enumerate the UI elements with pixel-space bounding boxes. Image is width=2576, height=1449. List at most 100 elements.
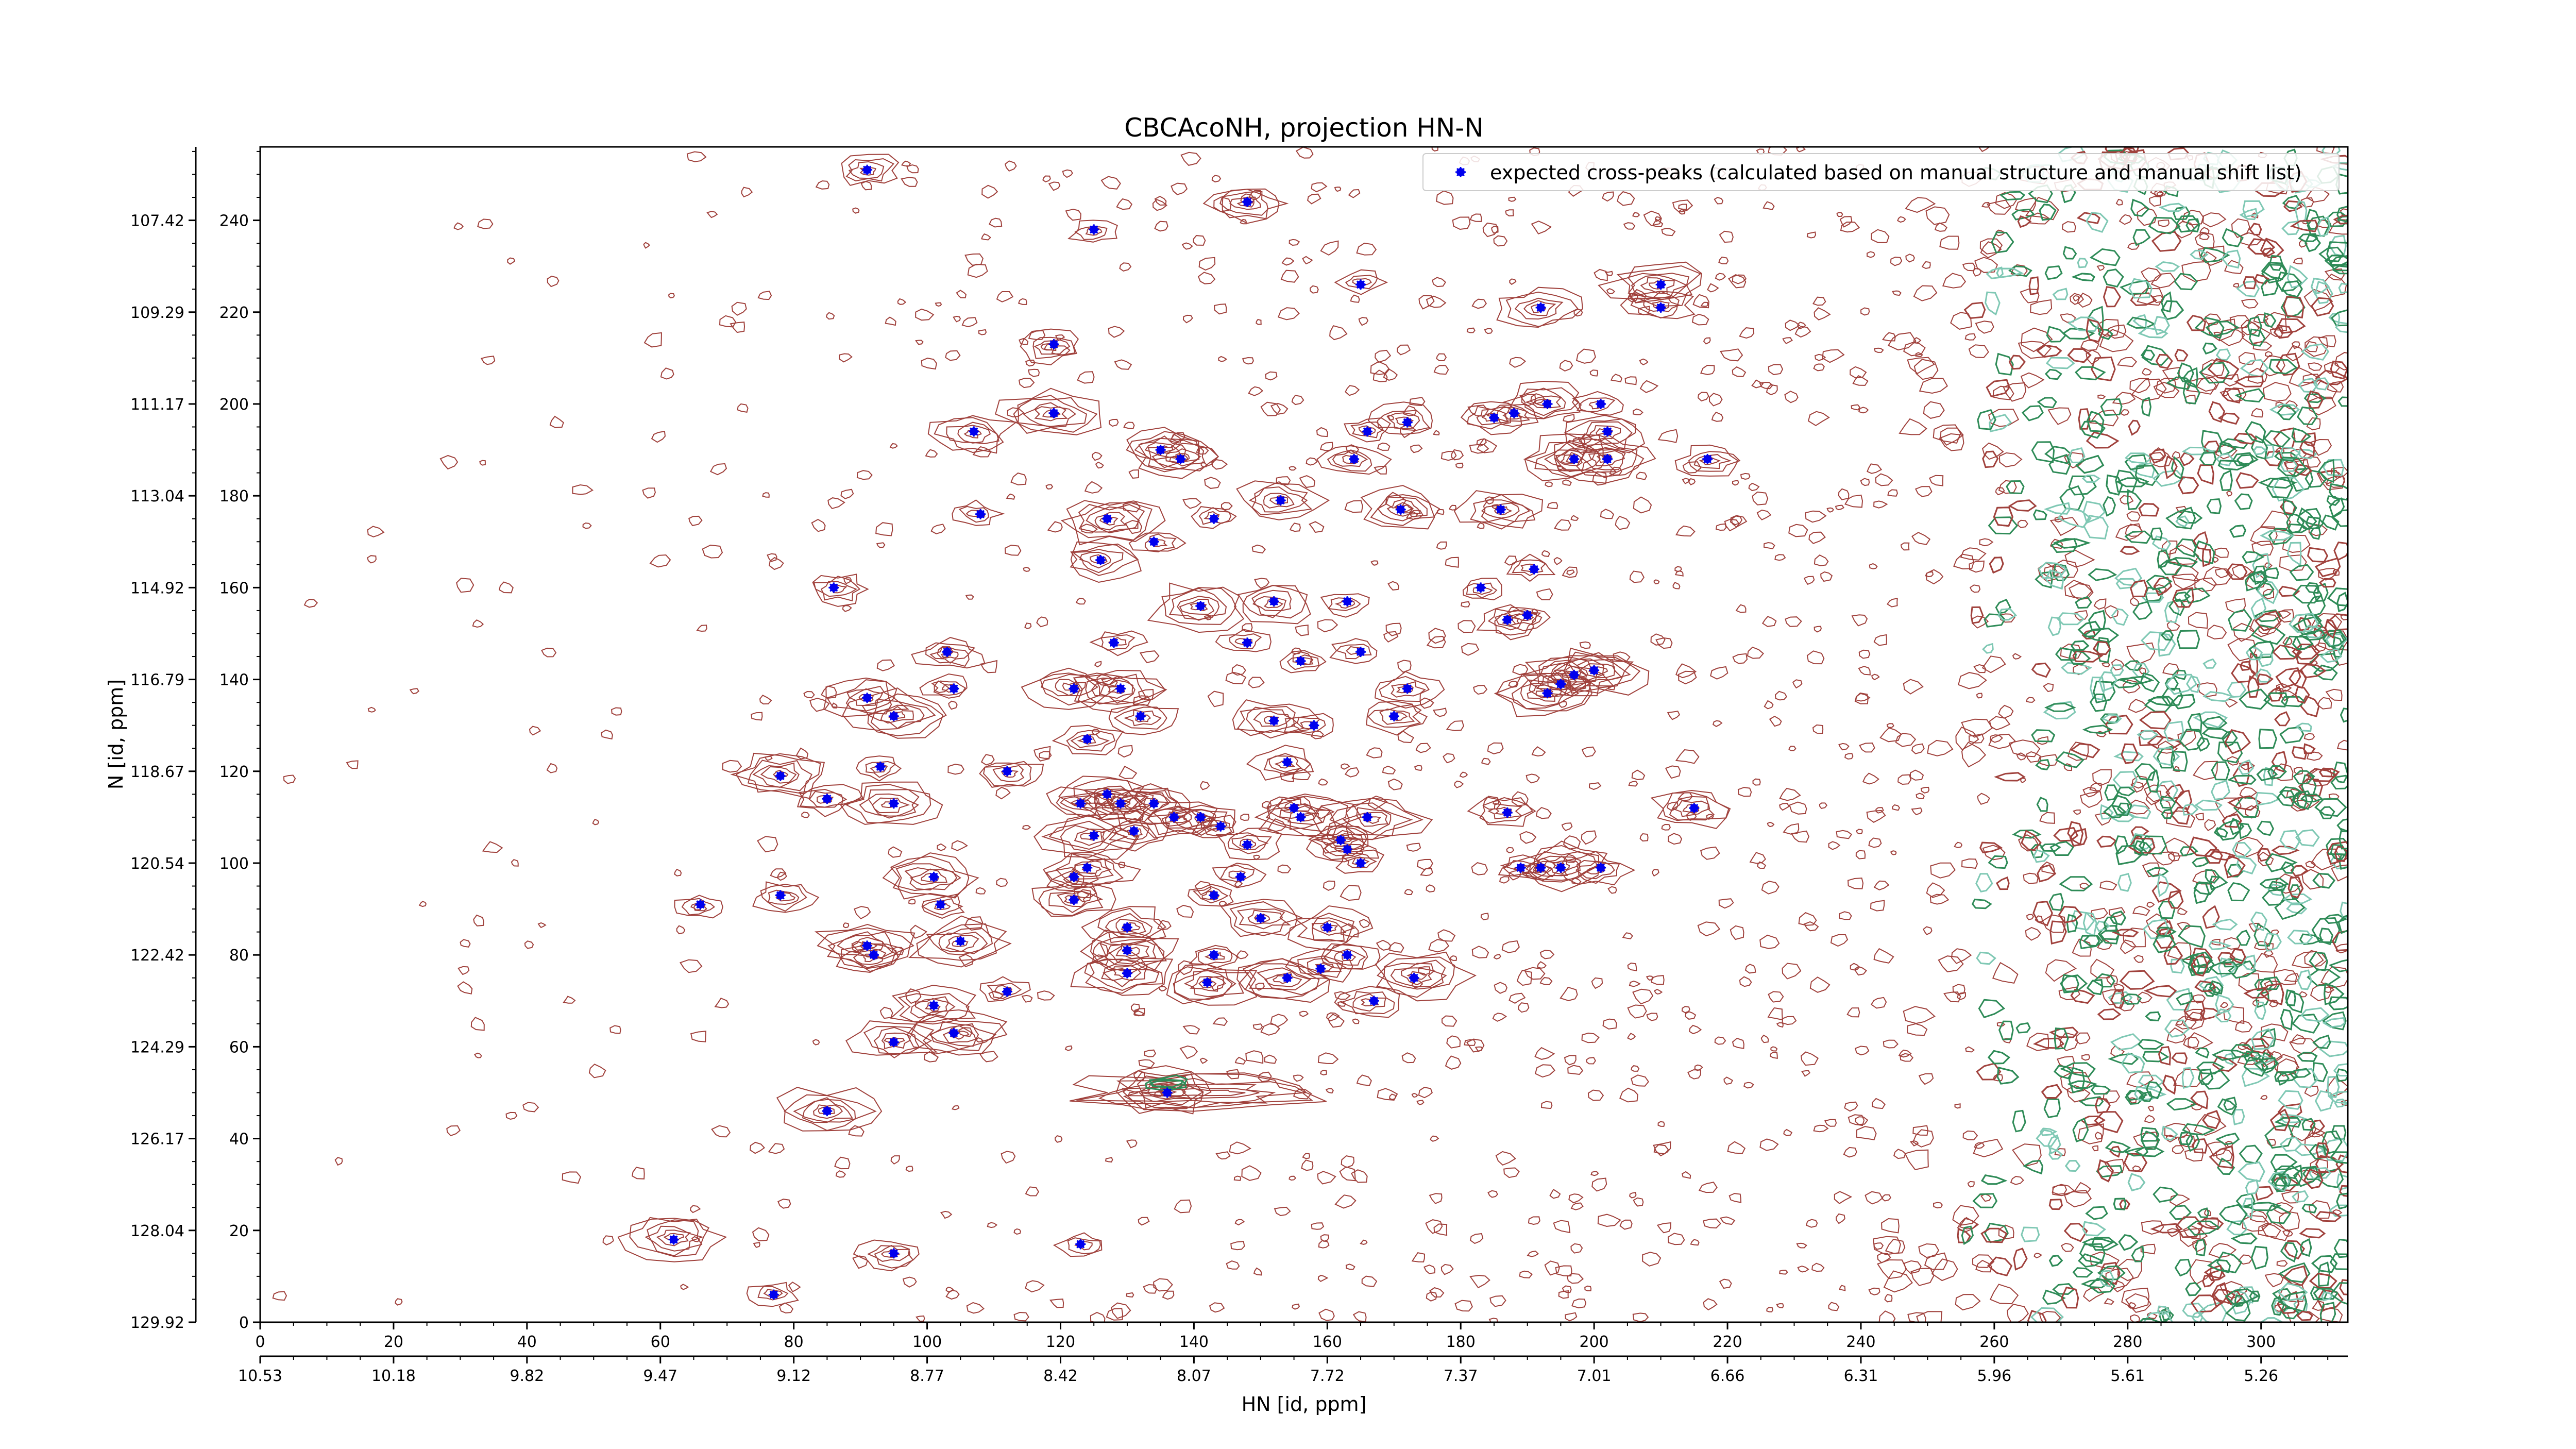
- cross-peak-point: [1109, 637, 1119, 648]
- contour-line: [2141, 267, 2162, 282]
- contour-line: [2067, 348, 2092, 363]
- cross-peak-point: [928, 871, 939, 882]
- contour-line: [2270, 1154, 2298, 1171]
- contour-line: [2280, 696, 2306, 707]
- cross-peak-point: [822, 794, 833, 804]
- contour-line: [1629, 570, 1645, 583]
- x-tick-label: 220: [1713, 1333, 1742, 1351]
- cross-peak-point: [1209, 950, 1219, 961]
- cross-peak-point: [1542, 688, 1553, 699]
- contour-line: [802, 1097, 853, 1123]
- contour-line: [1265, 371, 1278, 381]
- contour-line: [2093, 680, 2116, 704]
- cross-peak-point: [1282, 972, 1293, 983]
- contour-line: [1263, 493, 1295, 509]
- contour-line: [2007, 1304, 2029, 1322]
- contour-line: [1518, 1002, 1530, 1013]
- cross-peak-point: [1495, 504, 1506, 515]
- contour-line: [1708, 393, 1723, 407]
- contour-line: [656, 1229, 691, 1246]
- contour-line: [1356, 242, 1377, 256]
- contour-line: [1559, 360, 1573, 372]
- contour-line: [1715, 273, 1726, 281]
- secondary-y-tick-label: 126.17: [130, 1131, 184, 1149]
- contour-line: [2149, 196, 2161, 207]
- contour-line: [2236, 280, 2260, 298]
- contour-line: [473, 914, 484, 926]
- contour-line: [2300, 1007, 2330, 1022]
- contour-line: [643, 332, 662, 348]
- contour-line: [2155, 261, 2180, 272]
- contour-line: [2068, 475, 2097, 496]
- contour-line: [1070, 734, 1110, 748]
- contour-line: [1631, 1074, 1649, 1087]
- contour-line: [2092, 641, 2111, 655]
- contour-line: [1229, 901, 1303, 936]
- contour-line: [875, 522, 893, 536]
- contour-line: [1074, 226, 1108, 240]
- contour-line: [2054, 1065, 2074, 1080]
- cross-peak-point: [1535, 862, 1546, 873]
- contour-line: [1482, 222, 1499, 238]
- contour-line: [1317, 619, 1338, 633]
- contour-line: [1370, 494, 1440, 526]
- contour-line: [1274, 1206, 1291, 1217]
- contour-line: [788, 1282, 801, 1292]
- contour-line: [854, 906, 871, 920]
- contour-line: [921, 894, 965, 919]
- contour-line: [1419, 697, 1434, 709]
- contour-line: [1342, 853, 1377, 868]
- contour-line: [1535, 806, 1552, 819]
- contour-line: [1416, 858, 1433, 870]
- contour-line: [418, 901, 427, 907]
- contour-line: [529, 726, 541, 736]
- contour-line: [1992, 385, 2014, 400]
- contour-line: [2322, 1017, 2346, 1028]
- contour-line: [978, 329, 987, 335]
- contour-line: [2289, 1068, 2311, 1079]
- contour-line: [651, 430, 666, 443]
- contour-line: [470, 1017, 485, 1031]
- contour-line: [1175, 453, 1190, 461]
- contour-line: [2130, 579, 2148, 598]
- contour-line: [945, 350, 961, 361]
- contour-line: [2211, 761, 2230, 781]
- contour-line: [1070, 541, 1142, 583]
- contour-line: [2186, 377, 2217, 395]
- contour-line: [1689, 1024, 1702, 1035]
- contour-line: [2233, 622, 2256, 642]
- contour-line: [1467, 797, 1536, 827]
- contour-line: [1079, 551, 1111, 569]
- contour-line: [582, 522, 592, 529]
- contour-line: [980, 754, 995, 766]
- contour-line: [2057, 507, 2092, 528]
- contour-line: [2040, 843, 2061, 852]
- contour-line: [1329, 325, 1348, 341]
- contour-line: [839, 942, 899, 972]
- contour-line: [2307, 547, 2329, 563]
- contour-line: [2200, 247, 2230, 263]
- contour-line: [1077, 371, 1095, 384]
- contour-line: [1567, 1065, 1584, 1075]
- contour-line: [1283, 713, 1334, 737]
- contour-line: [2259, 983, 2284, 1005]
- contour-line: [2134, 1146, 2165, 1157]
- cross-peak-point: [1476, 582, 1486, 593]
- contour-line: [649, 554, 671, 568]
- contour-line: [1973, 1138, 2004, 1157]
- contour-line: [2119, 214, 2132, 225]
- contour-line: [1414, 765, 1422, 771]
- contour-line: [1504, 555, 1517, 566]
- contour-line: [2280, 861, 2295, 874]
- contour-line: [1307, 193, 1321, 205]
- contour-line: [848, 1125, 865, 1137]
- contour-line: [1179, 1045, 1198, 1059]
- contour-line: [2324, 255, 2348, 267]
- contour-line: [1174, 964, 1258, 1006]
- contour-line: [1961, 1225, 1974, 1245]
- contour-line: [1876, 1259, 1907, 1279]
- contour-line: [1220, 899, 1298, 937]
- contour-line: [1770, 1046, 1778, 1052]
- contour-line: [2078, 1096, 2104, 1107]
- contour-line: [2316, 470, 2346, 491]
